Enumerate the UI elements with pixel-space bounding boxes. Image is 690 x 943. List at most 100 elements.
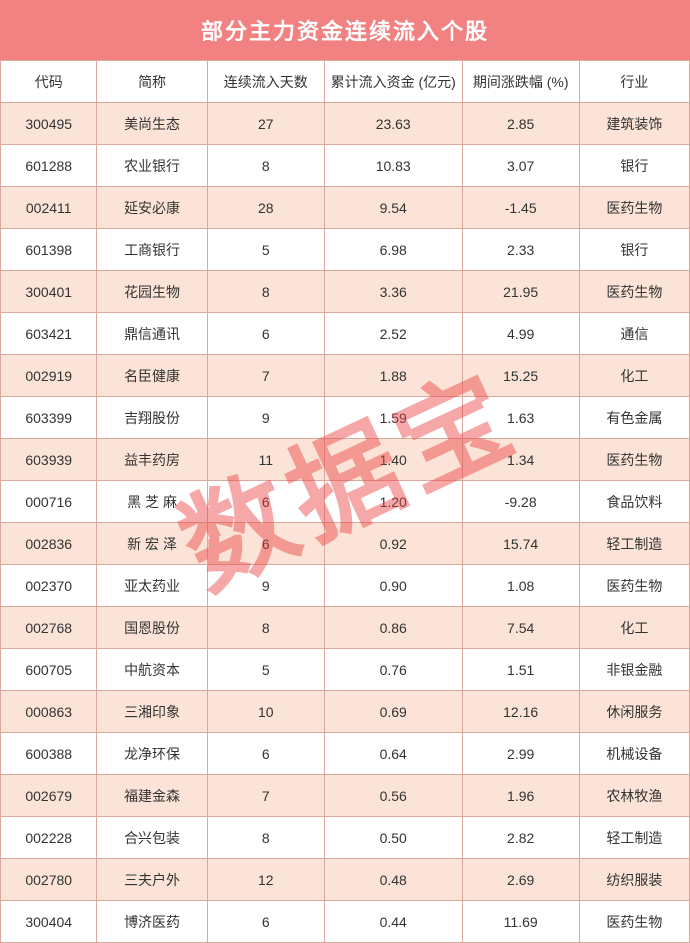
table-row: 002228合兴包装80.502.82轻工制造 <box>1 817 690 859</box>
table-cell: 5 <box>207 649 324 691</box>
table-cell: -1.45 <box>462 187 579 229</box>
table-cell: 10.83 <box>324 145 462 187</box>
table-cell: 医药生物 <box>579 271 689 313</box>
table-cell: 三湘印象 <box>97 691 207 733</box>
table-cell: 5 <box>207 229 324 271</box>
table-cell: 0.86 <box>324 607 462 649</box>
table-cell: 1.88 <box>324 355 462 397</box>
table-cell: 603939 <box>1 439 97 481</box>
table-cell: 花园生物 <box>97 271 207 313</box>
table-cell: 0.50 <box>324 817 462 859</box>
table-cell: 中航资本 <box>97 649 207 691</box>
table-cell: 机械设备 <box>579 733 689 775</box>
table-row: 600705中航资本50.761.51非银金融 <box>1 649 690 691</box>
table-cell: 002836 <box>1 523 97 565</box>
table-cell: 10 <box>207 691 324 733</box>
table-cell: 0.48 <box>324 859 462 901</box>
table-cell: 黑 芝 麻 <box>97 481 207 523</box>
table-cell: 美尚生态 <box>97 103 207 145</box>
table-cell: 银行 <box>579 229 689 271</box>
table-cell: 002919 <box>1 355 97 397</box>
table-cell: 002228 <box>1 817 97 859</box>
table-cell: 000716 <box>1 481 97 523</box>
table-cell: 1.34 <box>462 439 579 481</box>
table-cell: 0.56 <box>324 775 462 817</box>
table-row: 000863三湘印象100.6912.16休闲服务 <box>1 691 690 733</box>
table-row: 002780三夫户外120.482.69纺织服装 <box>1 859 690 901</box>
table-cell: 002679 <box>1 775 97 817</box>
table-header-row: 代码简称连续流入天数累计流入资金 (亿元)期间涨跌幅 (%)行业 <box>1 61 690 103</box>
table-cell: 博济医药 <box>97 901 207 943</box>
table-cell: 15.74 <box>462 523 579 565</box>
table-cell: 11 <box>207 439 324 481</box>
table-cell: 9 <box>207 565 324 607</box>
table-cell: 12.16 <box>462 691 579 733</box>
table-cell: 15.25 <box>462 355 579 397</box>
table-cell: 7 <box>207 775 324 817</box>
table-cell: 合兴包装 <box>97 817 207 859</box>
table-cell: 601288 <box>1 145 97 187</box>
table-row: 300401花园生物83.3621.95医药生物 <box>1 271 690 313</box>
table-cell: 3.36 <box>324 271 462 313</box>
table-cell: 8 <box>207 607 324 649</box>
table-cell: 8 <box>207 271 324 313</box>
table-cell: 0.64 <box>324 733 462 775</box>
table-cell: 6 <box>207 481 324 523</box>
table-cell: 4.99 <box>462 313 579 355</box>
table-cell: 2.69 <box>462 859 579 901</box>
table-cell: 23.63 <box>324 103 462 145</box>
table-cell: 名臣健康 <box>97 355 207 397</box>
table-cell: 轻工制造 <box>579 523 689 565</box>
table-cell: 11.69 <box>462 901 579 943</box>
table-cell: 农业银行 <box>97 145 207 187</box>
table-cell: 1.20 <box>324 481 462 523</box>
table-cell: 2.85 <box>462 103 579 145</box>
table-row: 300495美尚生态2723.632.85建筑装饰 <box>1 103 690 145</box>
table-cell: 1.59 <box>324 397 462 439</box>
table-row: 002836新 宏 泽60.9215.74轻工制造 <box>1 523 690 565</box>
table-cell: 医药生物 <box>579 187 689 229</box>
table-cell: 三夫户外 <box>97 859 207 901</box>
table-cell: 化工 <box>579 607 689 649</box>
table-cell: 农林牧渔 <box>579 775 689 817</box>
table-cell: 0.69 <box>324 691 462 733</box>
table-cell: 8 <box>207 145 324 187</box>
table-cell: 益丰药房 <box>97 439 207 481</box>
table-cell: 建筑装饰 <box>579 103 689 145</box>
data-table: 代码简称连续流入天数累计流入资金 (亿元)期间涨跌幅 (%)行业 300495美… <box>0 60 690 943</box>
table-cell: 6 <box>207 523 324 565</box>
table-cell: 医药生物 <box>579 901 689 943</box>
table-cell: 002411 <box>1 187 97 229</box>
table-cell: 8 <box>207 817 324 859</box>
table-cell: 非银金融 <box>579 649 689 691</box>
table-cell: 300495 <box>1 103 97 145</box>
table-cell: 6 <box>207 901 324 943</box>
column-header: 行业 <box>579 61 689 103</box>
table-cell: 9 <box>207 397 324 439</box>
table-row: 002768国恩股份80.867.54化工 <box>1 607 690 649</box>
table-cell: 1.63 <box>462 397 579 439</box>
table-cell: 0.92 <box>324 523 462 565</box>
page-title: 部分主力资金连续流入个股 <box>0 0 690 60</box>
table-cell: 工商银行 <box>97 229 207 271</box>
table-cell: 医药生物 <box>579 565 689 607</box>
table-cell: 1.08 <box>462 565 579 607</box>
table-cell: 2.33 <box>462 229 579 271</box>
table-container: 部分主力资金连续流入个股 代码简称连续流入天数累计流入资金 (亿元)期间涨跌幅 … <box>0 0 690 943</box>
table-row: 000716黑 芝 麻61.20-9.28食品饮料 <box>1 481 690 523</box>
column-header: 累计流入资金 (亿元) <box>324 61 462 103</box>
table-cell: 002780 <box>1 859 97 901</box>
table-row: 600388龙净环保60.642.99机械设备 <box>1 733 690 775</box>
column-header: 简称 <box>97 61 207 103</box>
table-cell: 601398 <box>1 229 97 271</box>
table-cell: 600388 <box>1 733 97 775</box>
table-cell: 12 <box>207 859 324 901</box>
table-cell: 6 <box>207 313 324 355</box>
table-cell: 化工 <box>579 355 689 397</box>
table-cell: 6.98 <box>324 229 462 271</box>
table-row: 601288农业银行810.833.07银行 <box>1 145 690 187</box>
table-cell: 银行 <box>579 145 689 187</box>
table-cell: 福建金森 <box>97 775 207 817</box>
table-cell: 9.54 <box>324 187 462 229</box>
table-cell: 休闲服务 <box>579 691 689 733</box>
